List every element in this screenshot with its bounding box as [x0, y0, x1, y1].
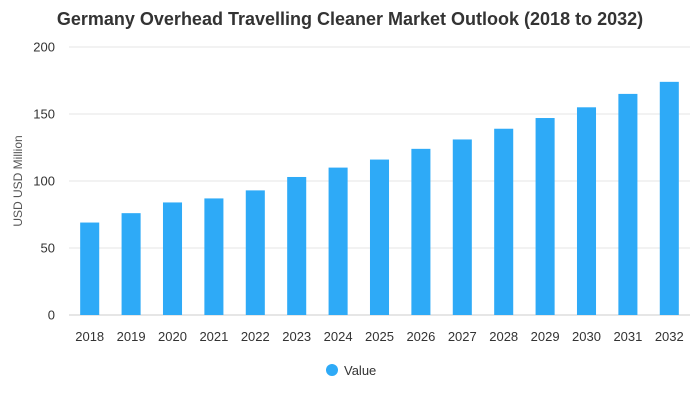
x-tick-label: 2022: [241, 329, 270, 344]
x-tick-label: 2021: [199, 329, 228, 344]
y-tick-label: 100: [33, 174, 55, 189]
bar-2023: [287, 176, 307, 315]
y-tick-label: 50: [41, 241, 55, 256]
y-tick-label: 0: [48, 308, 55, 323]
bar-2024: [328, 167, 348, 315]
bar-2032: [659, 81, 679, 315]
x-tick-label: 2018: [75, 329, 104, 344]
y-tick-label: 200: [33, 40, 55, 55]
bar-2031: [618, 93, 638, 316]
x-tick-label: 2028: [489, 329, 518, 344]
bar-2027: [452, 139, 472, 315]
x-tick-label: 2029: [531, 329, 560, 344]
bar-2018: [80, 222, 100, 315]
bar-2019: [121, 213, 141, 315]
x-tick-label: 2027: [448, 329, 477, 344]
chart-title: Germany Overhead Travelling Cleaner Mark…: [57, 9, 643, 29]
bar-2030: [576, 107, 597, 315]
x-tick-label: 2020: [158, 329, 187, 344]
x-tick-label: 2024: [324, 329, 353, 344]
bar-2020: [162, 202, 183, 315]
legend: Value: [326, 363, 376, 378]
y-axis-ticks: 0 50 100 150 200: [33, 40, 55, 323]
x-tick-label: 2030: [572, 329, 601, 344]
bar-2021: [204, 198, 224, 315]
y-axis-label: USD USD Million: [11, 135, 25, 226]
x-tick-label: 2031: [613, 329, 642, 344]
bar-2025: [369, 159, 390, 315]
x-tick-label: 2023: [282, 329, 311, 344]
legend-label: Value: [344, 363, 376, 378]
bar-2029: [535, 118, 555, 316]
bar-2028: [494, 128, 514, 315]
x-tick-label: 2025: [365, 329, 394, 344]
y-tick-label: 150: [33, 107, 55, 122]
bar-2026: [411, 148, 431, 315]
bar-2022: [245, 190, 265, 315]
x-tick-label: 2019: [117, 329, 146, 344]
x-tick-label: 2026: [406, 329, 435, 344]
bars: [80, 81, 679, 316]
x-tick-label: 2032: [655, 329, 684, 344]
x-axis-ticks: 2018 2019 2020 2021 2022 2023 2024 2025 2026 2027…: [75, 329, 684, 344]
legend-swatch: [326, 364, 338, 376]
